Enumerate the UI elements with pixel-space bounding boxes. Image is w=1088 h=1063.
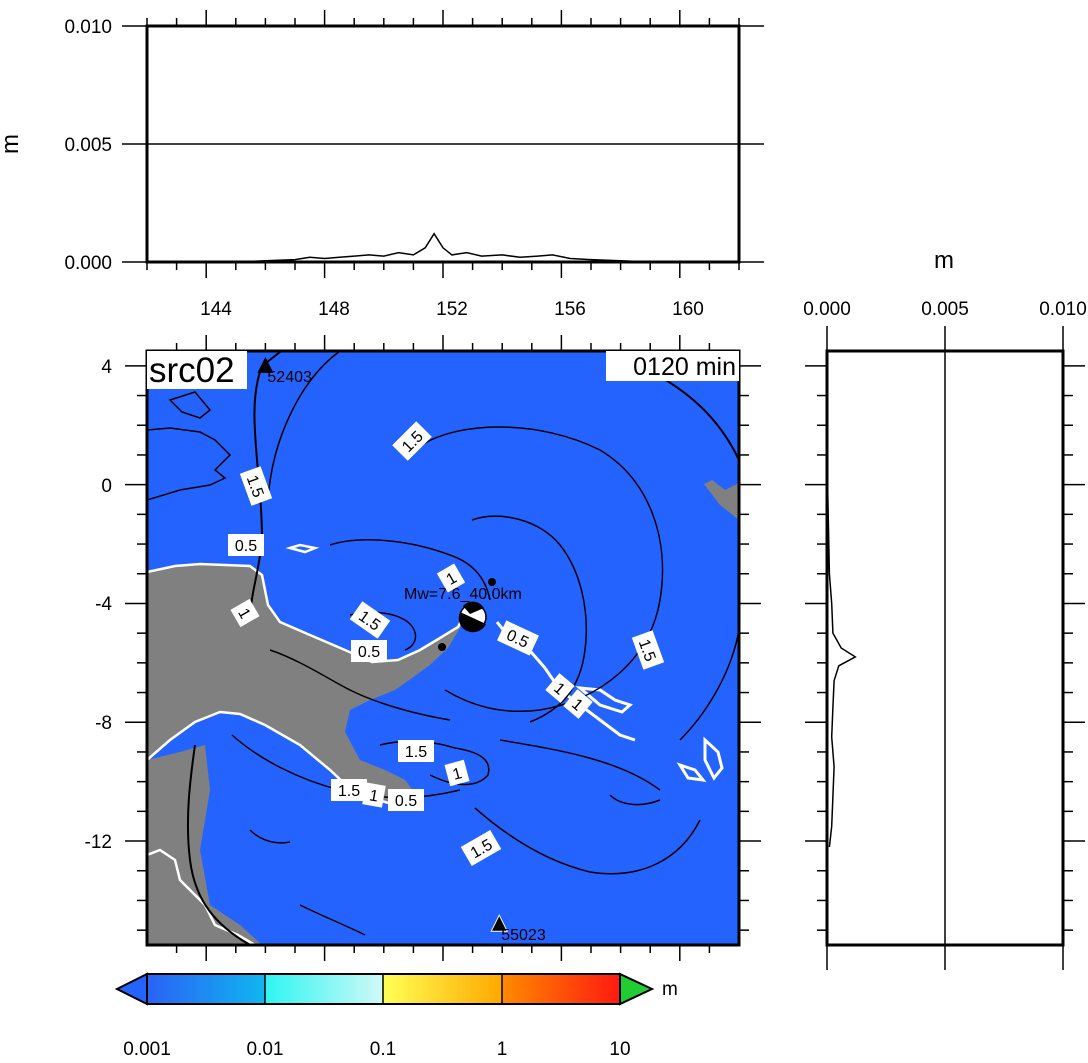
contour-label: 1.5 bbox=[349, 601, 391, 639]
colorbar-over-arrow bbox=[619, 972, 655, 1006]
top-xtick-label: 152 bbox=[436, 299, 468, 320]
svg-text:1: 1 bbox=[451, 765, 464, 784]
time-label-box bbox=[606, 351, 739, 381]
map-title-box bbox=[147, 351, 247, 389]
islands-land bbox=[704, 480, 739, 520]
contour-label: 1.5 bbox=[239, 466, 273, 506]
colorbar-segment bbox=[383, 974, 502, 1004]
map-ytick-label: 4 bbox=[101, 357, 112, 378]
top-xtick-label: 144 bbox=[200, 299, 232, 320]
station-label: 55023 bbox=[501, 927, 546, 944]
australia-land bbox=[147, 745, 262, 945]
station-marker bbox=[257, 356, 274, 373]
contour-label: 1 bbox=[362, 782, 386, 808]
contour-label: 1 bbox=[444, 759, 470, 787]
station-marker bbox=[490, 914, 509, 932]
right-xlabel: m bbox=[934, 247, 954, 274]
marker-dot bbox=[488, 578, 496, 586]
colorbar-tick-label: 10 bbox=[609, 1039, 630, 1060]
station-label: 52403 bbox=[267, 369, 312, 386]
top-ylabel: m bbox=[0, 134, 24, 154]
map-ytick-label: 0 bbox=[101, 476, 112, 497]
right-xtick-label: 0.010 bbox=[1039, 299, 1087, 320]
svg-text:0.5: 0.5 bbox=[395, 793, 417, 810]
right-profile-line bbox=[826, 454, 857, 848]
map-ytick-label: -8 bbox=[95, 713, 112, 734]
svg-text:1.5: 1.5 bbox=[243, 473, 267, 500]
right-ticks bbox=[805, 326, 1085, 970]
svg-text:1.5: 1.5 bbox=[635, 637, 659, 664]
contour-label: 1 bbox=[230, 598, 260, 628]
new-guinea-land bbox=[147, 564, 465, 805]
contour-label: 1 bbox=[545, 673, 575, 703]
svg-text:1.5: 1.5 bbox=[405, 744, 427, 761]
colorbar: m 0.001 0.01 0.1 1 10 bbox=[114, 972, 678, 1060]
top-ytick-label: 0.010 bbox=[64, 17, 112, 38]
colorbar-tick-label: 0.001 bbox=[123, 1039, 171, 1060]
colorbar-under-arrow bbox=[114, 972, 148, 1006]
top-xtick-label: 156 bbox=[554, 299, 586, 320]
source-label: Mw=7.6_40.0km bbox=[404, 586, 522, 603]
contour-label: 1.5 bbox=[331, 779, 367, 801]
colorbar-tick-label: 0.01 bbox=[247, 1039, 284, 1060]
contour-label: 1 bbox=[436, 563, 466, 593]
map-ticks bbox=[125, 335, 761, 961]
contour-label: 0.5 bbox=[388, 789, 424, 811]
svg-text:0.5: 0.5 bbox=[235, 538, 257, 555]
colorbar-segment bbox=[265, 974, 383, 1004]
colorbar-segment bbox=[147, 974, 265, 1004]
colorbar-unit: m bbox=[662, 979, 678, 1000]
map-ytick-label: -4 bbox=[95, 594, 112, 615]
map-title: src02 bbox=[149, 351, 235, 390]
focal-mechanism-icon bbox=[458, 601, 487, 633]
right-xtick-label: 0.000 bbox=[803, 299, 851, 320]
right-xtick-label: 0.005 bbox=[921, 299, 969, 320]
colorbar-segment bbox=[502, 974, 620, 1004]
svg-text:1: 1 bbox=[368, 787, 380, 805]
colorbar-tick-label: 0.1 bbox=[370, 1039, 396, 1060]
contour-label: 1 bbox=[563, 689, 593, 719]
top-ytick-label: 0.000 bbox=[64, 253, 112, 274]
top-xtick-label: 148 bbox=[318, 299, 350, 320]
colorbar-tick-label: 1 bbox=[497, 1039, 508, 1060]
contour-label: 0.5 bbox=[351, 640, 387, 662]
svg-text:0.5: 0.5 bbox=[358, 644, 380, 661]
contour-label: 1.5 bbox=[631, 630, 665, 670]
svg-text:1.5: 1.5 bbox=[338, 783, 360, 800]
contour-label: 0.5 bbox=[228, 534, 264, 556]
time-label: 0120 min bbox=[633, 353, 736, 381]
map-panel: 4 0 -4 -8 -12 src02 0120 min 52403 55023… bbox=[85, 335, 761, 961]
top-ytick-label: 0.005 bbox=[64, 135, 112, 156]
right-profile-panel: m 0.000 0.005 0.010 bbox=[803, 247, 1087, 970]
top-profile-line bbox=[235, 232, 651, 263]
contour-label: 1.5 bbox=[398, 740, 434, 762]
top-profile-panel: m 0.010 0.005 0.000 144 148 152 156 160 bbox=[0, 10, 764, 320]
marker-dot bbox=[438, 643, 446, 651]
top-xtick-label: 160 bbox=[672, 299, 704, 320]
top-ticks bbox=[122, 10, 764, 278]
map-ytick-label: -12 bbox=[85, 832, 112, 853]
